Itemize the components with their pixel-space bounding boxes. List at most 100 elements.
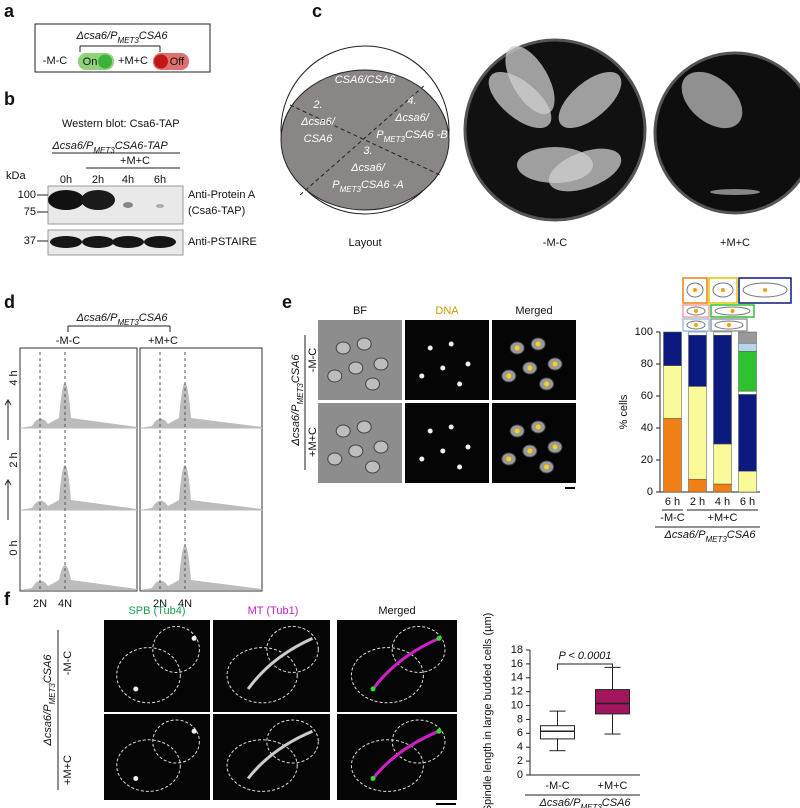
text-part: Δcsa6/P	[290, 404, 302, 447]
switch	[154, 54, 168, 69]
nucleus	[448, 341, 454, 347]
cell	[373, 440, 389, 454]
cell	[356, 420, 372, 434]
text-part: MET3	[296, 383, 305, 405]
label: 4N	[58, 598, 72, 610]
text-part: Δcsa6/P	[42, 704, 54, 747]
label: BF	[353, 305, 367, 317]
genotype-label: Δcsa6/PMET3CSA6	[75, 312, 168, 327]
sector-text: CSA6	[304, 133, 334, 145]
label: +M+C	[118, 55, 148, 67]
text-part: MET3	[580, 803, 602, 808]
label: +M+C	[148, 335, 178, 347]
sector-text: Δcsa6/	[350, 162, 386, 174]
text-part: CSA6-TAP	[115, 140, 169, 152]
text-part: CSA6	[727, 529, 757, 541]
bar-segment	[738, 350, 757, 392]
histogram	[20, 565, 137, 590]
text-part: MET3	[705, 535, 727, 544]
nucleus	[465, 361, 471, 367]
text-part: CSA6	[139, 312, 169, 324]
label: 4N	[178, 598, 192, 610]
bar-segment	[663, 331, 682, 366]
nucleus	[535, 341, 541, 347]
text-part: Δcsa6/P	[75, 30, 118, 42]
y-tick-label: 0	[647, 486, 653, 498]
cell	[356, 337, 372, 351]
panel-letter: b	[4, 89, 15, 109]
text-part: CSA6	[290, 354, 302, 384]
sector-text: Δcsa6/	[394, 112, 430, 124]
text-part: MET3	[340, 185, 362, 194]
text-part: CSA6	[602, 797, 632, 808]
label: Anti-Protein A	[188, 189, 256, 201]
nucleus-icon	[727, 323, 731, 327]
colony-streak	[681, 71, 743, 129]
y-axis-label: % cells	[618, 394, 630, 429]
cell	[365, 460, 381, 474]
cell-outline	[152, 625, 200, 673]
cell-outline	[266, 625, 319, 673]
genotype-label: Δcsa6/PMET3CSA6-TAP	[51, 140, 168, 155]
cell	[348, 444, 364, 458]
band	[156, 204, 164, 208]
spb	[191, 728, 197, 734]
label: kDa	[6, 170, 26, 182]
frame	[34, 23, 211, 73]
label: On	[83, 56, 98, 68]
label: +M+C	[307, 427, 319, 457]
nucleus-icon	[694, 323, 698, 327]
nucleus	[440, 365, 446, 371]
cell-icon	[686, 320, 706, 330]
cell	[365, 377, 381, 391]
label: +M+C	[62, 755, 74, 785]
nucleus-icon	[721, 288, 725, 292]
nucleus	[514, 428, 520, 434]
label: -M-C	[62, 651, 74, 675]
colony-streak	[710, 189, 760, 195]
y-tick-label: 18	[511, 644, 523, 656]
label: Merged	[515, 305, 552, 317]
bar-segment	[738, 470, 757, 493]
x-axis-label: Δcsa6/PMET3CSA6	[663, 529, 756, 544]
bar-segment	[713, 331, 732, 336]
y-tick-label: 2	[517, 755, 523, 767]
panel-letter: f	[4, 589, 11, 609]
nucleus	[440, 448, 446, 454]
cell-outline	[226, 647, 298, 704]
cell-outline	[266, 719, 319, 764]
x-axis-label: Δcsa6/PMET3CSA6	[538, 797, 631, 808]
nucleus	[465, 444, 471, 450]
label: Anti-PSTAIRE	[188, 236, 257, 248]
nucleus	[544, 464, 550, 470]
histogram-frame	[19, 347, 138, 592]
nucleus	[506, 373, 512, 379]
y-tick-label: 60	[641, 390, 653, 402]
annotation: P < 0.0001	[558, 650, 611, 662]
colony-streak	[488, 71, 552, 129]
micrograph	[492, 320, 576, 400]
band	[82, 236, 114, 248]
nucleus	[419, 456, 425, 462]
bar-segment	[688, 334, 707, 387]
genotype-label: Δcsa6/PMET3CSA6	[290, 354, 305, 447]
histogram-frame	[139, 347, 263, 592]
cell-icon	[714, 306, 751, 316]
y-tick-label: 8	[517, 713, 523, 725]
group-label: +M+C	[708, 512, 738, 524]
nucleus	[506, 456, 512, 462]
group-label: -M-C	[660, 512, 684, 524]
bar-segment	[663, 365, 682, 419]
nucleus	[552, 361, 558, 367]
bar-segment	[713, 334, 732, 445]
micrograph	[405, 403, 489, 483]
cell-outline	[350, 739, 424, 792]
box	[595, 689, 630, 715]
nucleus	[544, 381, 550, 387]
cell-icon	[742, 282, 788, 298]
label: Western blot: Csa6-TAP	[62, 118, 180, 130]
bar-segment	[688, 478, 707, 493]
text-part: MET3	[48, 683, 57, 705]
cell	[348, 361, 364, 375]
